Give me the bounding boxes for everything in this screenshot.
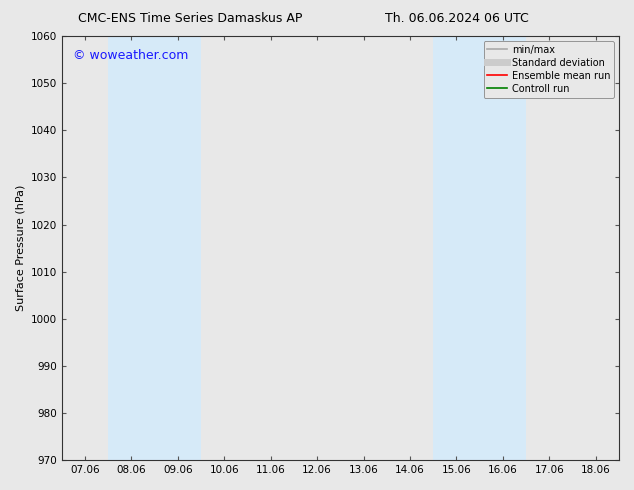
- Y-axis label: Surface Pressure (hPa): Surface Pressure (hPa): [15, 185, 25, 311]
- Bar: [433, 36, 526, 460]
- Text: Th. 06.06.2024 06 UTC: Th. 06.06.2024 06 UTC: [385, 12, 528, 25]
- Text: © woweather.com: © woweather.com: [73, 49, 188, 62]
- Legend: min/max, Standard deviation, Ensemble mean run, Controll run: min/max, Standard deviation, Ensemble me…: [484, 41, 614, 98]
- Text: CMC-ENS Time Series Damaskus AP: CMC-ENS Time Series Damaskus AP: [78, 12, 302, 25]
- Bar: [108, 36, 201, 460]
